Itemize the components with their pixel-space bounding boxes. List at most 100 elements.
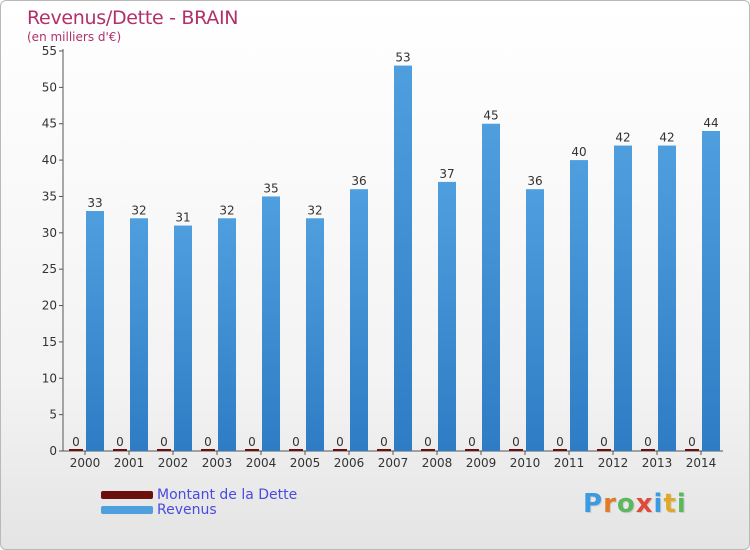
x-tick-label: 2006 [334, 456, 365, 470]
x-tick-label: 2013 [642, 456, 673, 470]
data-label-dette: 0 [688, 435, 696, 449]
y-tick-label: 35 [42, 189, 57, 203]
data-label-revenus: 45 [483, 109, 498, 123]
x-tick-label: 2004 [246, 456, 277, 470]
x-tick-label: 2012 [598, 456, 629, 470]
bar-revenus [702, 131, 720, 451]
bar-revenus [350, 189, 368, 451]
bar-dette [201, 449, 215, 451]
data-label-dette: 0 [292, 435, 300, 449]
bar-revenus [262, 196, 280, 451]
data-label-revenus: 37 [439, 167, 454, 181]
bar-dette [69, 449, 83, 451]
x-tick-label: 2008 [422, 456, 453, 470]
data-label-revenus: 32 [307, 203, 322, 217]
x-tick-label: 2007 [378, 456, 409, 470]
y-tick-label: 15 [42, 335, 57, 349]
data-label-dette: 0 [424, 435, 432, 449]
legend-item-dette: Montant de la Dette [101, 486, 298, 503]
bar-dette [333, 449, 347, 451]
y-tick-label: 5 [49, 408, 57, 422]
bar-revenus [438, 181, 456, 451]
x-tick-label: 2000 [70, 456, 101, 470]
data-label-dette: 0 [644, 435, 652, 449]
data-label-revenus: 36 [527, 174, 542, 188]
bar-revenus [130, 218, 148, 451]
x-tick-label: 2010 [510, 456, 541, 470]
data-label-revenus: 32 [131, 203, 146, 217]
data-label-dette: 0 [72, 435, 80, 449]
x-tick-label: 2001 [114, 456, 145, 470]
x-tick-label: 2002 [158, 456, 189, 470]
data-label-dette: 0 [380, 435, 388, 449]
chart-subtitle: (en milliers d'€) [27, 30, 122, 44]
proxiti-logo: Proxiti [583, 489, 687, 519]
bar-dette [465, 449, 479, 451]
bar-dette [597, 449, 611, 451]
bar-revenus [394, 65, 412, 451]
data-label-revenus: 31 [175, 211, 190, 225]
data-label-revenus: 53 [395, 51, 410, 65]
bar-revenus [526, 189, 544, 451]
bar-dette [553, 449, 567, 451]
bar-dette [157, 449, 171, 451]
x-tick-label: 2009 [466, 456, 497, 470]
data-label-dette: 0 [468, 435, 476, 449]
y-tick-label: 50 [42, 80, 57, 94]
data-label-dette: 0 [600, 435, 608, 449]
y-tick-label: 45 [42, 117, 57, 131]
data-label-revenus: 40 [571, 145, 586, 159]
data-label-dette: 0 [556, 435, 564, 449]
x-tick-label: 2014 [686, 456, 717, 470]
logo-letter: i [653, 489, 664, 519]
data-label-dette: 0 [116, 435, 124, 449]
logo-letter: o [616, 489, 636, 519]
bar-revenus [218, 218, 236, 451]
bar-revenus [306, 218, 324, 451]
y-tick-label: 10 [42, 371, 57, 385]
logo-letter: P [583, 489, 604, 519]
data-label-dette: 0 [204, 435, 212, 449]
data-label-dette: 0 [336, 435, 344, 449]
bar-revenus [658, 145, 676, 451]
y-tick-label: 0 [49, 444, 57, 458]
bar-dette [509, 449, 523, 451]
data-label-revenus: 33 [87, 196, 102, 210]
bar-dette [377, 449, 391, 451]
logo-letter: r [603, 489, 617, 519]
chart-title: Revenus/Dette - BRAIN [27, 7, 239, 29]
x-tick-label: 2005 [290, 456, 321, 470]
y-tick-label: 30 [42, 226, 57, 240]
x-tick-label: 2011 [554, 456, 585, 470]
legend: Montant de la Dette Revenus [101, 486, 298, 518]
data-label-revenus: 35 [263, 181, 278, 195]
bar-dette [289, 449, 303, 451]
data-label-dette: 0 [248, 435, 256, 449]
bar-dette [245, 449, 259, 451]
bar-revenus [614, 145, 632, 451]
bar-revenus [482, 123, 500, 452]
logo-letter: t [663, 489, 677, 519]
bar-dette [113, 449, 127, 451]
data-label-revenus: 36 [351, 174, 366, 188]
x-tick-label: 2003 [202, 456, 233, 470]
y-tick-label: 55 [42, 44, 57, 58]
legend-swatch-revenus [101, 505, 153, 514]
legend-item-revenus: Revenus [101, 501, 297, 518]
data-label-revenus: 32 [219, 203, 234, 217]
legend-label-revenus: Revenus [157, 501, 217, 518]
legend-label-dette: Montant de la Dette [157, 486, 298, 503]
bar-revenus [570, 160, 588, 451]
logo-letter: i [676, 489, 687, 519]
data-label-revenus: 42 [659, 131, 674, 145]
data-label-dette: 0 [160, 435, 168, 449]
bar-dette [685, 449, 699, 451]
legend-swatch-dette [101, 490, 153, 499]
data-label-revenus: 44 [703, 116, 718, 130]
bar-dette [641, 449, 655, 451]
y-tick-label: 25 [42, 262, 57, 276]
bar-dette [421, 449, 435, 451]
data-label-dette: 0 [512, 435, 520, 449]
